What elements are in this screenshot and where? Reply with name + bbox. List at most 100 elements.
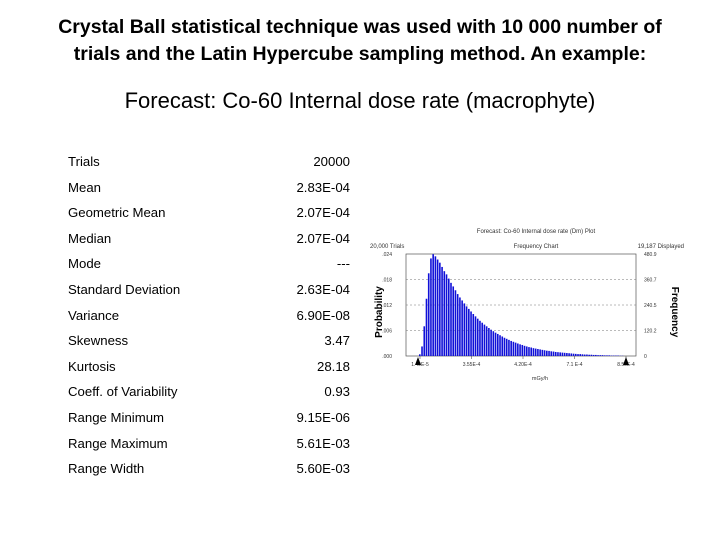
y-axis-label-left: Probability (374, 286, 385, 338)
histogram-bar (481, 322, 483, 356)
histogram-bar (443, 271, 446, 356)
range-max-marker (623, 357, 629, 365)
histogram-bar (534, 348, 537, 356)
histogram-bar (468, 308, 470, 356)
histogram-bar (459, 297, 461, 356)
stat-row: Mode --- (68, 256, 350, 282)
histogram-bar (550, 351, 553, 356)
histogram-bar (599, 355, 602, 356)
stat-value: 5.61E-03 (296, 435, 350, 451)
histogram-bar (436, 259, 439, 356)
stat-row: Median 2.07E-04 (68, 231, 350, 257)
stat-value: 28.18 (316, 358, 350, 374)
histogram-bar (492, 331, 495, 356)
right-tick-label: 120.2 (644, 329, 657, 335)
histogram-bar (557, 352, 559, 356)
right-tick-label: 480.9 (644, 252, 657, 258)
histogram-bar (601, 355, 604, 356)
stat-label: Coeff. of Variability (68, 384, 178, 400)
stat-label: Variance (68, 307, 120, 323)
histogram-bar (463, 303, 466, 356)
histogram-bar (483, 324, 486, 356)
stat-label: Mean (68, 179, 101, 195)
histogram-bar (439, 262, 441, 356)
histogram-bar (561, 352, 564, 356)
histogram-bar (465, 306, 468, 356)
displayed-label: 19,187 Displayed (638, 244, 684, 250)
histogram-bar (586, 354, 588, 356)
stat-row: Kurtosis 28.18 (68, 359, 350, 385)
stat-row: Mean 2.83E-04 (68, 180, 350, 206)
histogram-bar (427, 273, 430, 356)
stat-value: --- (336, 256, 350, 272)
stat-label: Median (68, 230, 112, 246)
stat-label: Mode (68, 256, 101, 272)
left-tick-label: .018 (382, 278, 392, 284)
stat-row: Trials 20000 (68, 154, 350, 180)
histogram-bar (530, 347, 533, 356)
stat-row: Coeff. of Variability 0.93 (68, 384, 350, 410)
range-min-marker (415, 357, 421, 365)
stat-row: Standard Deviation 2.63E-04 (68, 282, 350, 308)
histogram-bar (552, 351, 555, 356)
histogram-bar (521, 344, 524, 356)
histogram-bar (476, 318, 479, 356)
histogram-bar (517, 343, 519, 356)
chart-title: Forecast: Co-60 Internal dose rate (Dm) … (477, 229, 596, 235)
histogram-bar (508, 339, 510, 356)
histogram-bar (528, 347, 530, 356)
histogram-bar (461, 300, 463, 356)
histogram-bar (574, 353, 577, 356)
histogram-bar (501, 336, 504, 356)
histogram-bar (532, 348, 535, 356)
histogram-bar (583, 354, 586, 356)
histogram-bar (419, 354, 421, 356)
histogram-bar (539, 349, 541, 356)
histogram-bar (554, 351, 557, 356)
left-tick-label: .012 (382, 303, 392, 309)
histogram-bar (581, 354, 584, 356)
stat-row: Variance 6.90E-08 (68, 308, 350, 334)
histogram-bar (588, 354, 590, 356)
histogram-bar (421, 346, 423, 356)
histogram-bar (445, 274, 448, 356)
stat-row: Range Width 5.60E-03 (68, 461, 350, 487)
stat-value: 5.60E-03 (296, 461, 350, 477)
histogram-bar (514, 342, 517, 356)
histogram-bar (603, 355, 606, 356)
histogram-bar (447, 278, 450, 356)
histogram-bar (452, 286, 455, 356)
stat-row: Geometric Mean 2.07E-04 (68, 205, 350, 231)
stat-value: 2.63E-04 (296, 281, 350, 297)
histogram-bar (523, 345, 526, 356)
histogram-bar (566, 353, 568, 356)
histogram-bar (474, 316, 477, 356)
stat-value: 20000 (313, 154, 350, 169)
stat-label: Geometric Mean (68, 205, 166, 221)
stat-row: Range Minimum 9.15E-06 (68, 410, 350, 436)
histogram-bar (456, 294, 459, 356)
histogram-bar (490, 329, 492, 356)
title-line-1: Crystal Ball statistical technique was u… (58, 16, 662, 38)
right-tick-label: 240.5 (644, 303, 657, 309)
histogram-bar (577, 354, 579, 356)
histogram-bar (537, 349, 539, 356)
histogram-bar (430, 258, 432, 356)
y-axis-label-right: Frequency (669, 287, 680, 338)
frequency-chart: Forecast: Co-60 Internal dose rate (Dm) … (368, 222, 686, 384)
histogram-bar (595, 354, 597, 356)
histogram-bar (606, 355, 608, 356)
stat-value: 0.93 (324, 384, 350, 400)
stat-label: Kurtosis (68, 358, 116, 374)
x-tick-label: 7.1 E-4 (566, 362, 582, 368)
histogram-bar (592, 354, 595, 356)
histogram-bar (503, 337, 506, 356)
slide-title: Crystal Ball statistical technique was u… (20, 14, 700, 68)
histogram-bar (597, 355, 599, 356)
histogram-bar (572, 353, 575, 356)
histogram-bar (505, 338, 508, 356)
histogram-bar (512, 341, 515, 356)
ticks-group: .000 0 .006 120.2 .012 240.5 .018 360.7 .024 480.… (382, 252, 656, 368)
trials-label: 20,000 Trials (370, 244, 404, 250)
stat-label: Trials (68, 154, 100, 169)
